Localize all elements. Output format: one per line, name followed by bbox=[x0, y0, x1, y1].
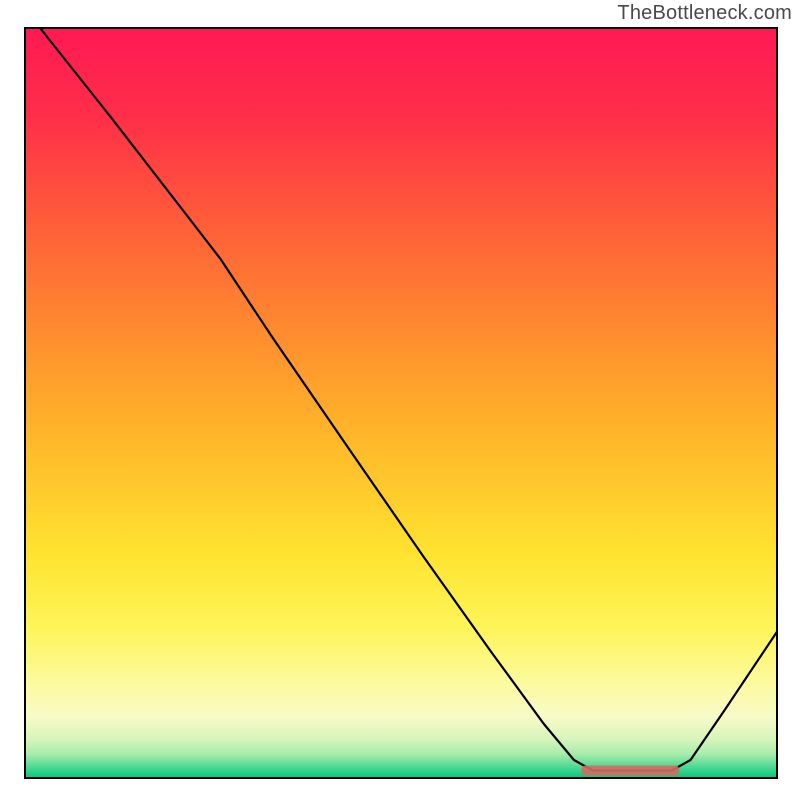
chart-container: TheBottleneck.com bbox=[0, 0, 800, 800]
bottleneck-chart bbox=[0, 0, 800, 800]
watermark-text: TheBottleneck.com bbox=[617, 2, 792, 25]
plot-background bbox=[25, 28, 777, 778]
optimum-marker bbox=[581, 766, 679, 776]
